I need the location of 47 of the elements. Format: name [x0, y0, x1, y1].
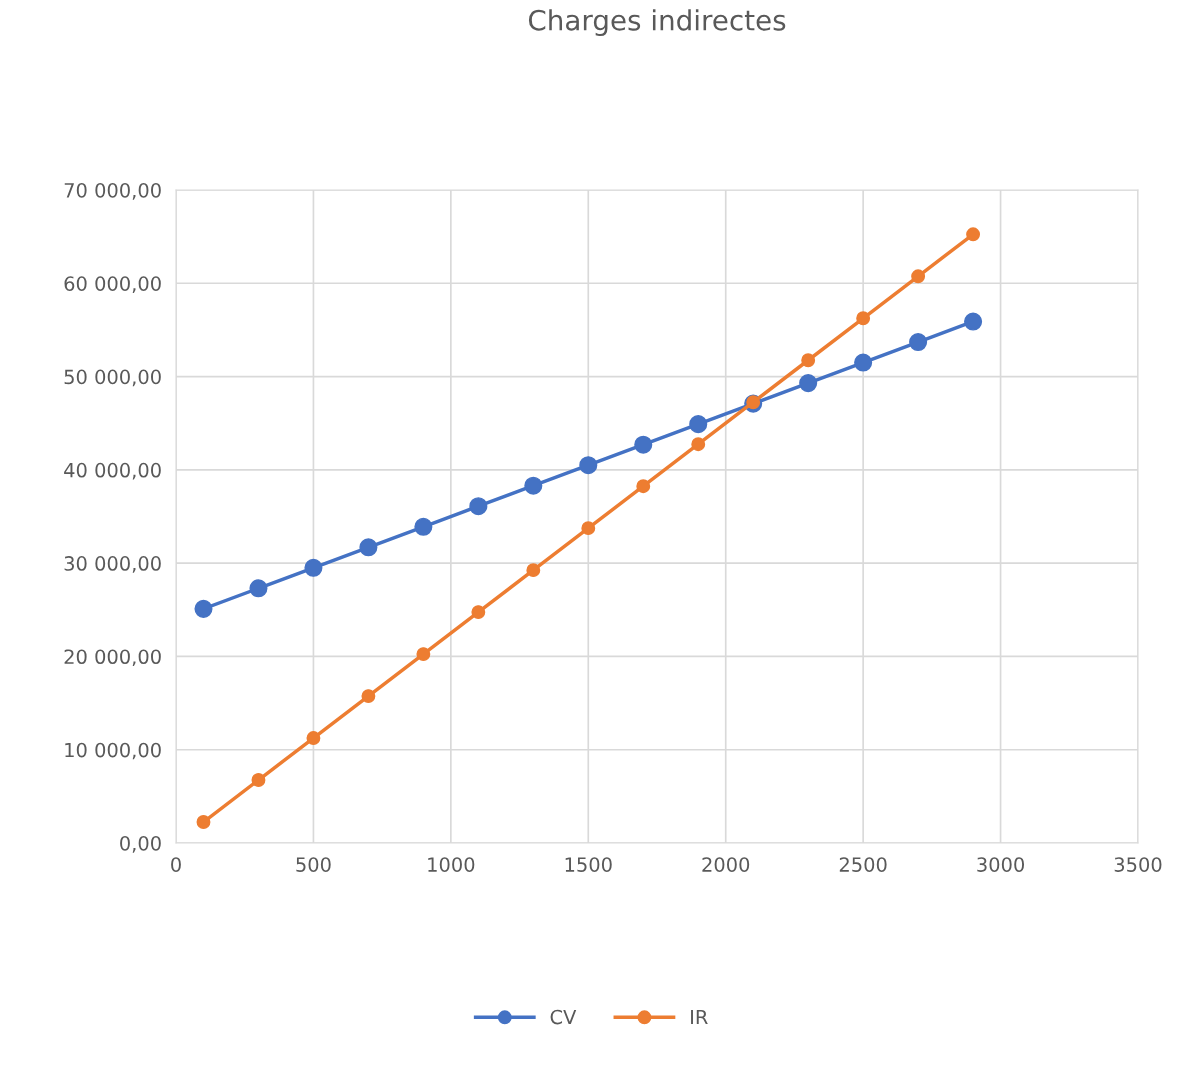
- x-tick-label: 3000: [977, 857, 1025, 872]
- point: [249, 579, 268, 598]
- y-tick-label: 40 000,00: [64, 462, 161, 480]
- point: [634, 435, 653, 454]
- x-tick-label: 500: [296, 857, 331, 872]
- point: [524, 476, 543, 495]
- y-tick-label: 20 000,00: [64, 649, 161, 667]
- y-tick-label: 10 000,00: [65, 742, 161, 760]
- point: [966, 227, 981, 242]
- y-tick-label: 30 000,00: [64, 556, 161, 573]
- x-tick-label: 0: [171, 857, 181, 872]
- x-tick-label: 2000: [702, 857, 750, 872]
- point: [194, 599, 213, 618]
- point: [414, 517, 433, 536]
- point: [909, 333, 928, 352]
- point: [911, 269, 926, 284]
- y-tick-label: 60 000,00: [64, 276, 161, 293]
- legend-label: CV: [550, 1009, 577, 1025]
- point: [469, 497, 488, 516]
- point: [581, 521, 596, 536]
- x-tick-label: 1500: [565, 857, 612, 872]
- point: [361, 689, 376, 704]
- point: [526, 563, 541, 578]
- legend-label: IR: [691, 1009, 708, 1025]
- point: [306, 731, 321, 745]
- point: [196, 815, 211, 829]
- point: [856, 311, 871, 326]
- point: [416, 647, 431, 662]
- point: [964, 312, 983, 331]
- point: [801, 353, 816, 368]
- y-tick-label: 50 000,00: [64, 369, 161, 387]
- point: [359, 538, 378, 557]
- point: [854, 353, 873, 372]
- point: [304, 558, 323, 577]
- point: [689, 415, 708, 434]
- y-tick-label: 0,00: [120, 835, 161, 853]
- chart-title: Charges indirectes: [528, 9, 786, 37]
- y-tick-label: 70 000,00: [64, 182, 161, 200]
- x-tick-label: 1000: [428, 857, 475, 872]
- point: [691, 437, 706, 452]
- point: [799, 374, 818, 393]
- point: [471, 605, 486, 620]
- point: [579, 456, 598, 475]
- x-tick-label: 2500: [839, 857, 887, 872]
- point: [251, 773, 266, 787]
- point: [636, 479, 651, 494]
- x-tick-label: 3500: [1114, 857, 1162, 872]
